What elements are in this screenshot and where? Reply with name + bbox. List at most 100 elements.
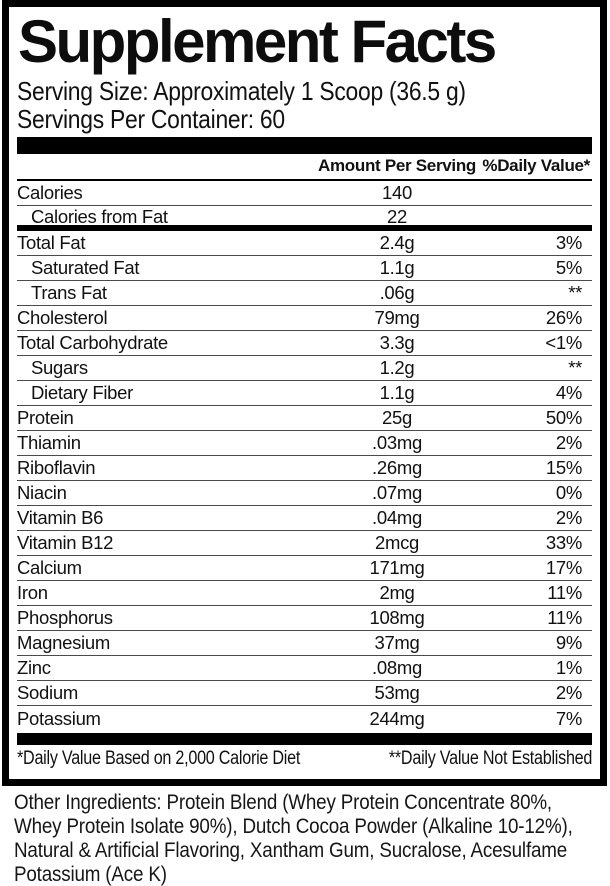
nutrient-amount: 244mg — [369, 707, 425, 729]
nutrient-amount: .04mg — [372, 507, 422, 528]
table-row: Vitamin B6 .04mg 2% — [17, 506, 592, 531]
nutrient-amount: 2mg — [379, 582, 415, 603]
nutrient-amount: 2.4g — [379, 232, 415, 253]
servings-per-container-line: Servings Per Container: 60 — [17, 104, 285, 134]
table-row: Sodium 53mg 2% — [17, 681, 592, 706]
nutrient-name: Magnesium — [17, 632, 110, 653]
nutrient-amount: 171mg — [369, 557, 425, 578]
nutrient-daily-value: 15% — [545, 457, 582, 478]
nutrient-name: Calories — [17, 182, 83, 203]
footnote-daily-value-not-established: **Daily Value Not Established — [388, 747, 593, 769]
nutrient-name: Sugars — [31, 357, 88, 378]
nutrient-name: Total Carbohydrate — [17, 332, 168, 353]
nutrient-name: Trans Fat — [31, 282, 107, 303]
nutrient-amount: 53mg — [374, 682, 420, 703]
nutrient-daily-value: 2% — [555, 432, 582, 453]
nutrient-amount: 25g — [382, 407, 412, 428]
nutrient-name: Saturated Fat — [31, 257, 140, 278]
table-row: Niacin .07mg 0% — [17, 481, 592, 506]
nutrient-daily-value: 3% — [555, 232, 582, 253]
nutrient-amount: 1.1g — [379, 257, 415, 278]
table-row: Trans Fat .06g ** — [17, 281, 592, 306]
nutrient-name: Calories from Fat — [31, 206, 168, 227]
nutrient-daily-value: 2% — [555, 682, 582, 703]
nutrient-amount: 108mg — [369, 607, 425, 628]
nutrient-amount: .26mg — [372, 457, 422, 478]
table-row: Iron 2mg 11% — [17, 581, 592, 606]
table-row: Calcium 171mg 17% — [17, 556, 592, 581]
table-row: Total Fat 2.4g 3% — [17, 231, 592, 256]
footnote-daily-value-basis: *Daily Value Based on 2,000 Calorie Diet — [17, 747, 301, 769]
nutrient-amount: 1.1g — [379, 382, 415, 403]
nutrient-daily-value: 33% — [545, 532, 582, 553]
nutrient-name: Cholesterol — [17, 307, 108, 328]
nutrient-daily-value: 50% — [545, 407, 582, 428]
table-row: Riboflavin .26mg 15% — [17, 456, 592, 481]
table-header-row: Amount Per Serving %Daily Value* — [17, 154, 592, 181]
nutrient-name: Vitamin B12 — [17, 532, 114, 553]
nutrient-rows: Calories 140 Calories from Fat 22 Total … — [17, 181, 592, 731]
table-row: Magnesium 37mg 9% — [17, 631, 592, 656]
nutrient-amount: .06g — [379, 282, 415, 303]
table-row: Saturated Fat 1.1g 5% — [17, 256, 592, 281]
nutrient-name: Iron — [17, 582, 48, 603]
nutrient-daily-value: 1% — [555, 657, 582, 678]
nutrient-amount: 37mg — [374, 632, 420, 653]
nutrient-name: Vitamin B6 — [17, 507, 104, 528]
nutrient-name: Phosphorus — [17, 607, 113, 628]
nutrient-name: Dietary Fiber — [31, 382, 133, 403]
nutrient-daily-value: 11% — [547, 607, 582, 628]
header-amount-per-serving: Amount Per Serving — [317, 156, 477, 175]
nutrient-daily-value: 11% — [547, 582, 582, 603]
nutrient-name: Protein — [17, 407, 74, 428]
table-row: Dietary Fiber 1.1g 4% — [17, 381, 592, 406]
table-row: Total Carbohydrate 3.3g <1% — [17, 331, 592, 356]
nutrient-amount: 79mg — [374, 307, 420, 328]
nutrient-name: Zinc — [17, 657, 51, 678]
footnote-divider-bar — [17, 733, 592, 745]
nutrient-daily-value: 17% — [545, 557, 582, 578]
table-row: Zinc .08mg 1% — [17, 656, 592, 681]
nutrient-daily-value: 9% — [555, 632, 582, 653]
nutrient-name: Niacin — [17, 482, 67, 503]
nutrient-daily-value: ** — [568, 282, 582, 303]
nutrient-daily-value: 5% — [555, 257, 582, 278]
table-row: Calories 140 — [17, 181, 592, 206]
supplement-facts-panel: Supplement Facts Serving Size: Approxima… — [2, 0, 607, 786]
nutrient-amount: .07mg — [372, 482, 422, 503]
table-row: Cholesterol 79mg 26% — [17, 306, 592, 331]
table-row: Potassium 244mg 7% — [17, 706, 592, 731]
table-row: Calories from Fat 22 — [17, 206, 592, 231]
nutrient-daily-value: 4% — [555, 382, 582, 403]
header-daily-value: %Daily Value* — [482, 156, 590, 175]
nutrient-daily-value: ** — [568, 357, 582, 378]
nutrient-name: Riboflavin — [17, 457, 96, 478]
nutrient-name: Calcium — [17, 557, 82, 578]
nutrient-amount: .08mg — [372, 657, 422, 678]
serving-divider-bar — [17, 137, 592, 154]
nutrient-amount: .03mg — [372, 432, 422, 453]
table-row: Thiamin .03mg 2% — [17, 431, 592, 456]
nutrient-amount: 2mcg — [374, 532, 420, 553]
table-row: Protein 25g 50% — [17, 406, 592, 431]
nutrient-daily-value: 2% — [555, 507, 582, 528]
nutrient-name: Thiamin — [17, 432, 81, 453]
nutrient-name: Total Fat — [17, 232, 86, 253]
table-row: Phosphorus 108mg 11% — [17, 606, 592, 631]
nutrient-daily-value: 26% — [545, 307, 582, 328]
nutrient-daily-value: 0% — [555, 482, 582, 503]
nutrient-daily-value: 7% — [555, 707, 582, 729]
table-row: Vitamin B12 2mcg 33% — [17, 531, 592, 556]
nutrient-name: Sodium — [17, 682, 78, 703]
nutrient-amount: 22 — [387, 206, 407, 227]
panel-title: Supplement Facts — [18, 8, 497, 75]
nutrient-amount: 140 — [382, 182, 412, 203]
serving-size-line: Serving Size: Approximately 1 Scoop (36.… — [17, 76, 466, 106]
nutrient-amount: 1.2g — [379, 357, 415, 378]
nutrient-name: Potassium — [17, 707, 101, 729]
nutrient-amount: 3.3g — [379, 332, 415, 353]
footnote-row: *Daily Value Based on 2,000 Calorie Diet… — [17, 745, 592, 772]
nutrient-daily-value: <1% — [545, 332, 582, 353]
table-row: Sugars 1.2g ** — [17, 356, 592, 381]
other-ingredients-text: Other Ingredients: Protein Blend (Whey P… — [14, 790, 573, 886]
